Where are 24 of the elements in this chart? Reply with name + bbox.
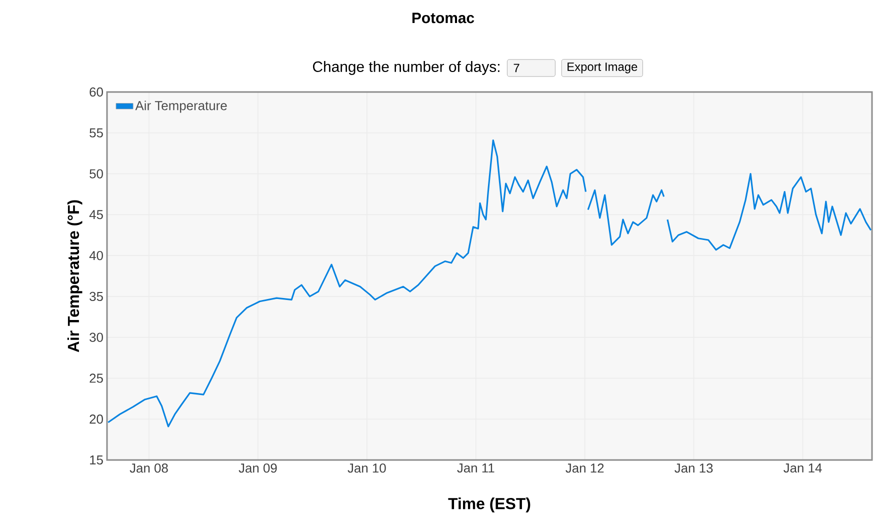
text: Change the number of days: [312,61,500,75]
y-tick-label: 45 [89,210,103,220]
x-tick-label: Jan 10 [348,464,386,473]
x-tick-label: Jan 12 [566,464,604,473]
x-tick-label: Jan 14 [784,464,822,473]
y-tick-label: 25 [90,374,103,383]
y-tick-label: 55 [90,128,103,138]
x-tick-label: Jan 08 [130,464,168,473]
y-tick-label: 15 [90,455,103,465]
text: 7 [514,64,520,72]
y-axis-title: Air Temperature (°F) [67,200,82,352]
y-tick-label: 40 [89,250,103,260]
y-tick-label: 20 [90,414,103,424]
x-tick-label: Jan 11 [457,464,494,473]
y-tick-label: 30 [90,332,103,342]
y-tick-label: 60 [90,87,103,97]
legend-label: Air Temperature [135,100,227,113]
chart-title: Potomac [412,12,474,24]
y-tick-label: 35 [90,292,103,302]
y-tick-label: 50 [90,169,103,178]
text: Export Image [568,62,638,74]
x-axis-title: Time (EST) [448,498,530,512]
x-tick-label: Jan 09 [238,464,277,473]
x-tick-label: Jan 13 [674,464,713,473]
